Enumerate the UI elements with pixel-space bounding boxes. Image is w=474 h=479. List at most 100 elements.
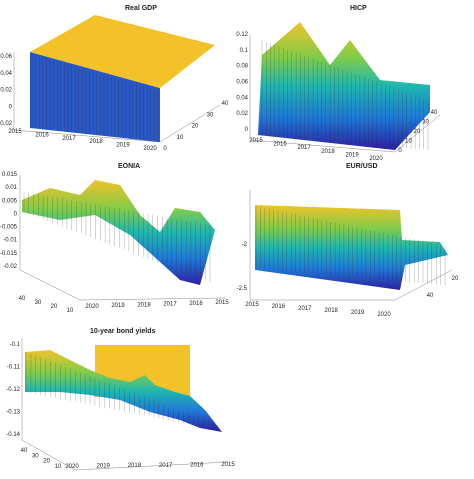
horizon-tick-labels: 40 20 [427,276,459,299]
date-tick-label: 2017 [163,302,177,308]
date-tick-label: 2016 [272,304,286,310]
date-tick-label: 2020 [377,312,391,318]
z-tick-label: -0.02 [0,121,13,127]
horizon-tick-label: 40 [21,448,28,454]
panel-title: 10-year bond yields [90,328,155,335]
z-tick-label: 0.02 [236,111,248,117]
z-tick-label: -0.01 [3,238,17,244]
date-tick-label: 2018 [321,149,335,155]
horizon-tick-label: 40 [427,293,434,299]
date-tick-labels: 2015 2016 2017 2018 2019 2020 [249,138,383,162]
horizon-tick-label: 10 [55,464,62,470]
panel-title: Real GDP [125,5,157,12]
date-tick-label: 2019 [116,143,130,149]
z-tick-label: 0.06 [0,54,12,60]
horizon-tick-label: 10 [405,139,412,145]
surface [22,180,215,285]
date-tick-labels: 2015 2016 2017 2018 2019 2020 [8,129,157,152]
date-tick-label: 2018 [325,308,339,314]
z-tick-label: -0.14 [6,432,20,438]
horizon-tick-labels: 40 30 20 10 [19,296,74,314]
z-tick-labels: -0.1 -0.11 -0.12 -0.13 -0.14 [6,342,20,438]
surface-ribs [261,40,429,150]
panel-real-gdp: Real GDP 0.06 0.04 0.02 0 -0.02 2015 2016 2017… [0,5,229,152]
z-tick-label: 0.005 [2,198,18,204]
panel-hicp: HICP 0.120.10.080.060.040.020 2015201620… [236,5,441,162]
surface-ribs [23,192,211,282]
date-tick-label: 2018 [137,302,151,308]
z-tick-label: 0.12 [236,32,248,38]
z-tick-label: -0.12 [6,387,20,393]
panel-title: HICP [350,5,367,12]
date-tick-label: 2015 [215,300,229,306]
axis-box [19,175,226,301]
horizon-tick-label: 40 [19,296,26,302]
horizon-tick-label: 20 [192,124,199,130]
horizon-tick-label: 40 [222,101,229,107]
date-tick-label: 2020 [369,156,383,162]
date-tick-labels: 2020 2019 2018 2017 2016 2015 [85,300,229,310]
surface-ribs [255,206,446,285]
date-tick-label: 2017 [62,136,76,142]
z-tick-label: -0.13 [6,410,20,416]
horizon-tick-label: 0 [163,146,167,152]
surface [25,350,222,432]
axis-box [249,190,453,301]
panel-title: EONIA [118,163,140,170]
horizon-tick-label: 30 [35,300,42,306]
z-tick-label: 0.01 [5,185,17,191]
panel-title: EUR/USD [346,163,378,170]
surface-ribs [31,54,159,141]
date-tick-label: 2020 [85,304,99,310]
date-tick-label: 2015 [245,302,259,308]
date-tick-label: 2017 [298,306,312,312]
surface-ribs [25,352,219,430]
horizon-tick-label: 40 [431,110,438,116]
z-tick-label: -0.11 [7,365,21,371]
z-tick-labels: 0.015 0.01 0.005 0 -0.005 -0.01 -0.015 -0.02 [0,172,18,270]
date-tick-labels: 2020 2019 2018 2017 2016 2015 [65,462,235,470]
date-tick-label: 2020 [143,146,157,152]
date-tick-label: 2015 [249,138,263,144]
z-tick-label: 0.1 [240,48,249,54]
z-tick-label: 0 [14,211,18,217]
date-tick-label: 2017 [297,145,311,151]
surface [258,22,430,150]
horizon-tick-label: 30 [422,120,429,126]
date-tick-label: 2019 [111,303,125,309]
horizon-tick-label: 0 [398,148,402,154]
date-tick-label: 2018 [89,139,103,145]
z-tick-label: -2 [242,242,248,248]
panel-10y-bond-yields: 10-year bond yields -0.1-0.11-0.12-0.13-… [6,328,235,471]
z-tick-label: 0 [9,104,13,110]
z-tick-label: -2.5 [237,286,248,292]
z-tick-label: 0.06 [236,80,248,86]
date-tick-label: 2018 [128,463,142,469]
horizon-tick-label: 20 [43,459,50,465]
date-tick-label: 2019 [345,152,359,158]
axis-box [13,52,161,143]
axis-box [159,104,221,143]
z-tick-labels: 0.06 0.04 0.02 0 -0.02 [0,54,13,127]
horizon-tick-label: 20 [51,304,58,310]
panel-eur-usd: EUR/USD -2-2.5 2015 2016 2017 2018 2019 2020 … [237,163,459,318]
z-tick-label: 0.08 [236,64,248,70]
date-tick-label: 2016 [35,132,49,138]
z-tick-label: 0.015 [2,172,18,178]
z-tick-label: -0.005 [0,225,18,231]
horizon-tick-label: 10 [67,308,74,314]
date-tick-label: 2015 [221,462,235,468]
date-tick-label: 2020 [65,464,79,470]
z-tick-labels: -2 -2.5 [237,242,248,292]
date-tick-label: 2016 [190,462,204,468]
axis-box [249,35,441,153]
surface [255,205,448,290]
surface-top [30,15,215,88]
date-tick-label: 2016 [273,142,287,148]
surface-front [30,52,160,142]
horizon-tick-label: 30 [207,112,214,118]
axis-box [21,338,229,471]
